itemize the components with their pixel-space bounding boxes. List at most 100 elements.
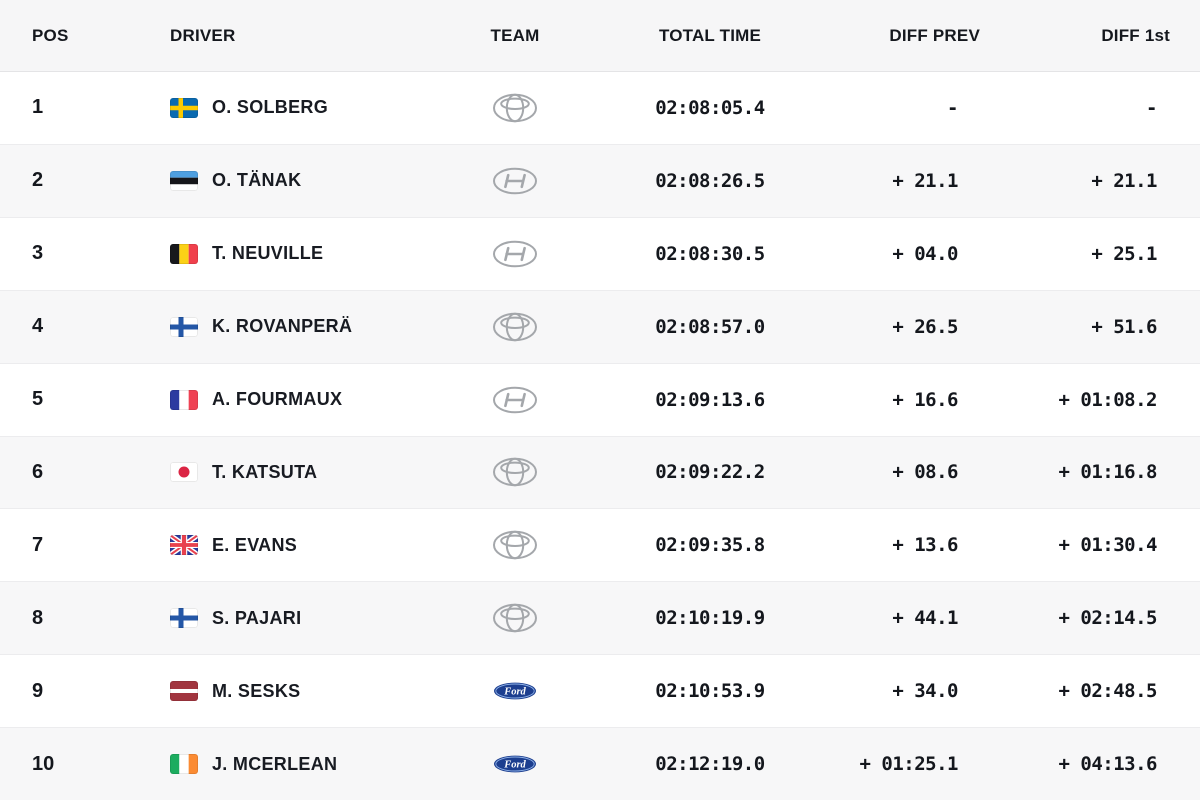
team-cell <box>440 312 590 342</box>
driver-cell: M. SESKS <box>140 681 440 702</box>
driver-name: E. EVANS <box>212 534 298 555</box>
driver-cell: T. NEUVILLE <box>140 243 440 264</box>
estonia-flag-icon <box>170 170 198 191</box>
table-body: 1 O. SOLBERG 02:08:05.4 - - 2 O. TÄNAK 02:08:26… <box>0 72 1200 800</box>
total-time-cell: 02:08:30.5 <box>655 242 765 265</box>
team-cell <box>440 603 590 633</box>
svg-text:Ford: Ford <box>503 760 526 771</box>
position-cell: 10 <box>32 752 55 775</box>
diff-first-cell: + 51.6 <box>1091 315 1157 338</box>
table-row[interactable]: 9 M. SESKS Ford 02:10:53.9 + 34.0 + 02:48.5 <box>0 654 1200 728</box>
hyundai-logo-icon <box>492 166 538 196</box>
driver-name: S. PAJARI <box>212 607 302 628</box>
svg-text:Ford: Ford <box>503 687 526 698</box>
hyundai-logo-icon <box>492 239 538 269</box>
table-row[interactable]: 5 A. FOURMAUX 02:09:13.6 + 16.6 + 01:08.2 <box>0 362 1200 436</box>
table-row[interactable]: 4 K. ROVANPERÄ 02:08:57.0 + 26.5 + 51.6 <box>0 289 1200 363</box>
diff-first-cell: + 25.1 <box>1091 242 1157 265</box>
driver-cell: S. PAJARI <box>140 608 440 629</box>
diff-first-cell: + 01:16.8 <box>1058 461 1158 484</box>
table-header-row: POS DRIVER TEAM TOTAL TIME DIFF PREV DIFF 1st <box>0 0 1200 72</box>
driver-name: O. TÄNAK <box>212 170 302 191</box>
latvia-flag-icon <box>170 681 198 702</box>
diff-prev-cell: + 44.1 <box>892 607 958 630</box>
team-cell <box>440 239 590 269</box>
driver-name: K. ROVANPERÄ <box>212 316 353 337</box>
table-row[interactable]: 6 T. KATSUTA 02:09:22.2 + 08.6 + 01:16.8 <box>0 435 1200 509</box>
position-cell: 2 <box>32 169 44 192</box>
diff-first-cell: + 21.1 <box>1091 169 1157 192</box>
diff-first-cell: + 01:30.4 <box>1058 534 1158 557</box>
toyota-logo-icon <box>492 93 538 123</box>
position-cell: 5 <box>32 388 44 411</box>
driver-cell: J. MCERLEAN <box>140 754 440 775</box>
total-time-cell: 02:09:22.2 <box>655 461 765 484</box>
table-row[interactable]: 10 J. MCERLEAN Ford 02:12:19.0 + 01:25.1 + 04… <box>0 727 1200 800</box>
france-flag-icon <box>170 389 198 410</box>
table-row[interactable]: 2 O. TÄNAK 02:08:26.5 + 21.1 + 21.1 <box>0 143 1200 217</box>
team-cell <box>440 530 590 560</box>
hyundai-logo-icon <box>492 385 538 415</box>
driver-name: M. SESKS <box>212 680 301 701</box>
table-row[interactable]: 8 S. PAJARI 02:10:19.9 + 44.1 + 02:14.5 <box>0 581 1200 655</box>
diff-prev-cell: + 21.1 <box>892 169 958 192</box>
team-cell <box>440 166 590 196</box>
united-kingdom-flag-icon <box>170 535 198 556</box>
finland-flag-icon <box>170 608 198 629</box>
position-cell: 9 <box>32 679 44 702</box>
column-header-diff_first: DIFF 1st <box>1101 25 1170 45</box>
driver-name: T. NEUVILLE <box>212 243 324 264</box>
diff-prev-cell: + 01:25.1 <box>859 753 959 776</box>
ireland-flag-icon <box>170 754 198 775</box>
diff-prev-cell: + 08.6 <box>892 461 958 484</box>
team-cell: Ford <box>440 676 590 706</box>
diff-first-cell: - <box>1146 96 1157 119</box>
position-cell: 3 <box>32 242 44 265</box>
driver-name: A. FOURMAUX <box>212 389 343 410</box>
diff-prev-cell: + 04.0 <box>892 242 958 265</box>
sweden-flag-icon <box>170 97 198 118</box>
column-header-driver: DRIVER <box>170 25 236 45</box>
total-time-cell: 02:08:57.0 <box>655 315 765 338</box>
ford-logo-icon: Ford <box>492 676 538 706</box>
total-time-cell: 02:08:26.5 <box>655 169 765 192</box>
finland-flag-icon <box>170 316 198 337</box>
position-cell: 1 <box>32 96 44 119</box>
driver-cell: O. SOLBERG <box>140 97 440 118</box>
diff-prev-cell: + 26.5 <box>892 315 958 338</box>
table-row[interactable]: 1 O. SOLBERG 02:08:05.4 - - <box>0 72 1200 144</box>
column-header-total_time: TOTAL TIME <box>658 25 762 45</box>
total-time-cell: 02:10:19.9 <box>655 607 765 630</box>
position-cell: 4 <box>32 315 44 338</box>
column-header-pos: POS <box>32 25 69 45</box>
ford-logo-icon: Ford <box>492 749 538 779</box>
column-header-diff_prev: DIFF PREV <box>889 25 980 45</box>
position-cell: 6 <box>32 460 44 483</box>
total-time-cell: 02:08:05.4 <box>655 96 765 119</box>
driver-cell: K. ROVANPERÄ <box>140 316 440 337</box>
driver-name: J. MCERLEAN <box>212 753 338 774</box>
toyota-logo-icon <box>492 603 538 633</box>
table-row[interactable]: 7 E. EVANS 02:09:35.8 + 13.6 + 01:30.4 <box>0 508 1200 582</box>
diff-first-cell: + 02:48.5 <box>1058 680 1158 703</box>
diff-first-cell: + 02:14.5 <box>1058 607 1158 630</box>
team-cell <box>440 93 590 123</box>
diff-prev-cell: + 16.6 <box>892 388 958 411</box>
japan-flag-icon <box>170 462 198 483</box>
team-cell: Ford <box>440 749 590 779</box>
toyota-logo-icon <box>492 457 538 487</box>
driver-cell: E. EVANS <box>140 535 440 556</box>
driver-cell: A. FOURMAUX <box>140 389 440 410</box>
driver-name: T. KATSUTA <box>212 461 318 482</box>
toyota-logo-icon <box>492 530 538 560</box>
diff-prev-cell: + 34.0 <box>892 680 958 703</box>
total-time-cell: 02:09:13.6 <box>655 388 765 411</box>
belgium-flag-icon <box>170 243 198 264</box>
table-row[interactable]: 3 T. NEUVILLE 02:08:30.5 + 04.0 + 25.1 <box>0 216 1200 290</box>
diff-prev-cell: - <box>947 96 958 119</box>
position-cell: 8 <box>32 606 44 629</box>
driver-name: O. SOLBERG <box>212 97 329 118</box>
team-cell <box>440 457 590 487</box>
toyota-logo-icon <box>492 312 538 342</box>
